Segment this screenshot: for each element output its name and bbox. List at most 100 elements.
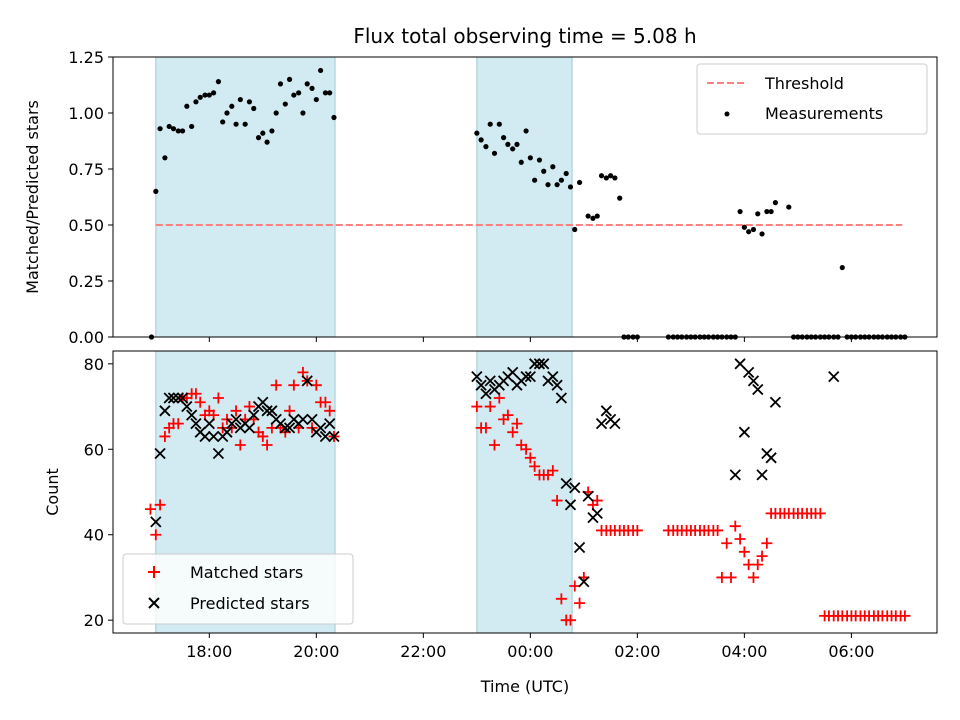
measurement-point — [617, 195, 623, 201]
chart-title: Flux total observing time = 5.08 h — [353, 24, 696, 48]
matched-star-point — [234, 439, 246, 451]
measurement-point — [304, 81, 310, 87]
matched-star-point — [150, 529, 162, 541]
matched-star-point — [261, 439, 273, 451]
measurement-point — [612, 175, 618, 181]
predicted-star-point — [743, 366, 755, 379]
predicted-star-point — [582, 490, 594, 502]
matched-star-point — [324, 405, 336, 417]
predicted-star-point — [297, 413, 309, 426]
matched-star-point — [484, 401, 496, 413]
predicted-star-point — [595, 417, 608, 430]
measurement-point — [296, 90, 302, 96]
predicted-star-point — [261, 405, 273, 417]
legend-matched-label: Matched stars — [190, 563, 303, 582]
measurement-point — [327, 90, 333, 96]
top-x-ticks — [208, 337, 852, 342]
matched-star-point — [480, 422, 492, 434]
predicted-star-point — [480, 388, 492, 400]
measurement-point — [153, 188, 159, 194]
predicted-star-point — [279, 422, 291, 434]
measurement-point — [233, 121, 239, 127]
predicted-star-point — [551, 379, 563, 391]
top-y-ticks: 0.00 0.25 0.50 0.75 1.00 1.25 — [68, 48, 113, 347]
predicted-star-point — [203, 417, 215, 430]
matched-star-point — [631, 524, 643, 536]
measurement-point — [255, 135, 262, 141]
measurement-point — [603, 175, 609, 181]
matched-star-point — [502, 409, 514, 421]
predicted-star-point — [520, 370, 532, 383]
measurement-point — [246, 99, 253, 105]
measurement-point — [496, 121, 502, 127]
measurement-point — [189, 123, 195, 130]
y-tick-label: 0.00 — [68, 328, 104, 347]
predicted-star-point — [150, 516, 162, 528]
predicted-star-point — [319, 430, 332, 443]
measurement-point — [170, 126, 177, 132]
measurement-point — [755, 211, 761, 217]
y-tick-label: 20 — [84, 611, 104, 630]
matched-star-point — [529, 460, 541, 472]
measurement-point — [242, 121, 248, 127]
measurement-point — [839, 264, 845, 271]
predicted-star-point — [547, 370, 559, 383]
measurement-point — [500, 135, 507, 141]
measurement-point — [318, 67, 324, 74]
measurement-point — [764, 208, 770, 215]
measurement-point — [264, 139, 270, 145]
legend-matched-swatch — [148, 566, 160, 578]
bottom-markers — [144, 358, 911, 626]
bottom-legend: Matched stars Predicted stars — [122, 553, 354, 625]
y-tick-label: 40 — [84, 526, 104, 545]
matched-star-point — [899, 610, 911, 622]
predicted-star-point — [578, 576, 590, 588]
predicted-star-point — [471, 370, 483, 383]
measurement-point — [483, 144, 489, 150]
measurement-point — [750, 226, 757, 233]
measurement-point — [768, 208, 774, 215]
predicted-star-point — [507, 366, 519, 379]
x-tick-label: 18:00 — [186, 642, 232, 661]
measurement-point — [576, 179, 583, 186]
y-tick-label: 0.25 — [68, 272, 104, 291]
measurement-point — [518, 159, 524, 165]
top-y-axis-label: Matched/Predicted stars — [23, 100, 42, 294]
matched-star-point — [524, 452, 536, 464]
measurement-point — [210, 90, 217, 96]
measurement-point — [251, 105, 257, 112]
top-shaded-windows — [155, 56, 573, 338]
top-legend: Threshold Measurements — [696, 63, 928, 135]
matched-star-point — [144, 503, 156, 515]
measurement-point — [523, 128, 529, 134]
matched-star-point — [814, 507, 826, 519]
matched-star-point — [729, 520, 741, 532]
measurement-point — [737, 208, 743, 215]
predicted-star-point — [212, 447, 225, 460]
measurement-point — [608, 173, 614, 179]
measurement-point — [478, 137, 484, 143]
measurement-point — [558, 177, 564, 183]
matched-star-point — [257, 430, 269, 442]
legend-predicted-label: Predicted stars — [190, 594, 310, 613]
predicted-star-point — [828, 370, 840, 383]
measurement-point — [193, 99, 199, 105]
matched-star-point — [555, 593, 567, 605]
x-tick-label: 00:00 — [507, 642, 553, 661]
measurement-point — [532, 177, 538, 183]
legend-measurements-label: Measurements — [765, 104, 883, 123]
measurement-point — [746, 229, 752, 235]
predicted-star-point — [538, 358, 550, 370]
predicted-star-point — [484, 375, 496, 387]
measurement-point — [197, 94, 203, 100]
measurement-point — [260, 130, 266, 136]
bottom-panel: 20 40 60 80 18:00 20:00 22:00 00:00 02:00 04:00 0… — [43, 350, 938, 696]
bottom-legend-box — [122, 553, 354, 625]
predicted-star-point — [283, 422, 296, 434]
bottom-x-ticks: 18:00 20:00 22:00 00:00 02:00 04:00 06:00 — [186, 633, 874, 661]
measurement-point — [162, 155, 168, 161]
predicted-star-point — [314, 422, 327, 434]
predicted-star-point — [533, 358, 546, 370]
measurement-point — [536, 157, 543, 163]
predicted-star-point — [734, 358, 746, 370]
